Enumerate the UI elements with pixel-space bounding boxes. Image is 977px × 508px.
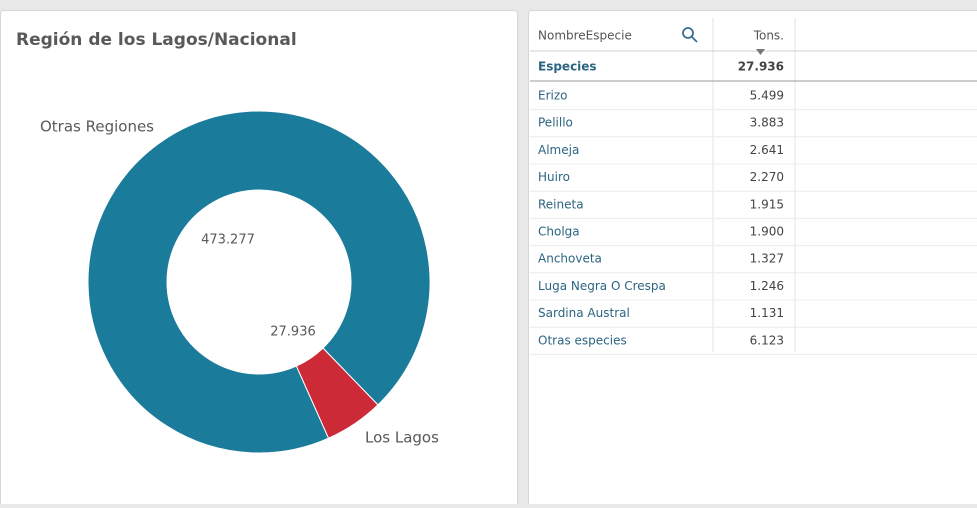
total-label: Especies: [538, 60, 597, 74]
row-value: 5.499: [750, 89, 784, 103]
row-value: 1.131: [750, 306, 784, 320]
row-name: Anchoveta: [538, 252, 602, 266]
column-header[interactable]: NombreEspecie: [538, 29, 632, 43]
slice-label: Otras Regiones: [40, 118, 154, 136]
total-value: 27.936: [738, 60, 784, 74]
slice-label: Los Lagos: [365, 429, 439, 447]
row-value: 2.270: [750, 170, 784, 184]
row-value: 6.123: [750, 333, 784, 347]
value-label: 27.936: [270, 325, 316, 340]
row-name: Erizo: [538, 89, 568, 103]
column-header[interactable]: Tons.: [753, 29, 784, 43]
row-name: Pelillo: [538, 116, 573, 130]
row-name: Luga Negra O Crespa: [538, 279, 666, 293]
row-value: 3.883: [750, 116, 784, 130]
row-name: Otras especies: [538, 333, 627, 347]
row-name: Almeja: [538, 143, 579, 157]
row-value: 2.641: [750, 143, 784, 157]
row-value: 1.327: [750, 252, 784, 266]
row-value: 1.246: [750, 279, 784, 293]
row-name: Reineta: [538, 197, 584, 211]
row-name: Huiro: [538, 170, 570, 184]
row-name: Sardina Austral: [538, 306, 630, 320]
value-label: 473.277: [201, 233, 255, 248]
row-value: 1.915: [750, 197, 784, 211]
chart-title: Región de los Lagos/Nacional: [16, 30, 297, 50]
row-name: Cholga: [538, 225, 580, 239]
row-value: 1.900: [750, 225, 784, 239]
